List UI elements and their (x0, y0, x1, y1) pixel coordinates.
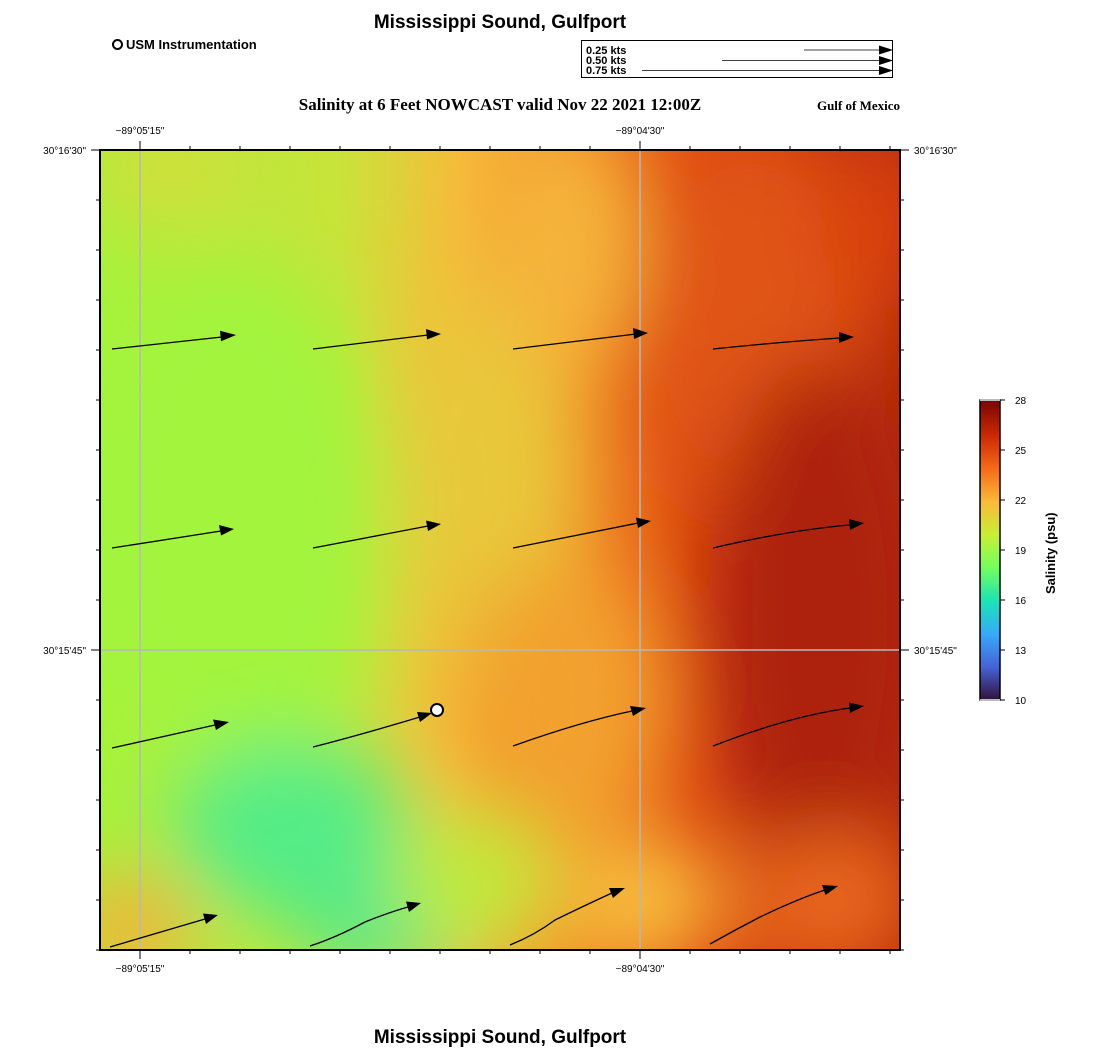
current-vector (509, 892, 613, 946)
current-vector (512, 333, 637, 350)
arrow-icon (609, 888, 625, 898)
lon-labels-bottom: −89°05'15" −89°04'30" (116, 964, 665, 975)
lon-tick-label: −89°04'30" (616, 126, 665, 137)
lon-tick-label: −89°05'15" (116, 964, 165, 975)
colorbar-tick-label: 16 (1015, 596, 1027, 607)
colorbar-tick-label: 22 (1015, 496, 1027, 507)
lat-tick-label: 30°16'30" (914, 146, 957, 157)
current-vector (111, 724, 216, 749)
station-legend: USM Instrumentation (112, 37, 257, 52)
arrow-icon (879, 56, 893, 65)
current-vector (312, 716, 421, 748)
arrow-icon (219, 525, 234, 536)
colorbar-scale (979, 399, 1001, 701)
current-vectors (109, 333, 851, 948)
lat-tick-label: 30°16'30" (43, 146, 86, 157)
current-vector (312, 334, 429, 350)
lat-tick-label: 30°15'45" (43, 646, 86, 657)
lon-labels-top: −89°05'15" −89°04'30" (116, 126, 665, 137)
footer-title: Mississippi Sound, Gulfport (373, 1027, 627, 1048)
arrow-icon (417, 712, 432, 722)
lat-tick-label: 30°15'45" (914, 646, 957, 657)
map-subtitle: Salinity at 6 Feet NOWCAST valid Nov 22 … (298, 95, 702, 114)
graticule (100, 150, 900, 950)
arrow-icon (220, 330, 236, 342)
current-vector (109, 918, 206, 948)
current-vector (512, 710, 633, 747)
vector-legend-label: 0.25 kts (586, 45, 627, 57)
arrow-icon (849, 519, 864, 530)
colorbar-label: Salinity (psu) (1043, 512, 1058, 594)
arrow-icon (636, 517, 651, 528)
station-legend-label: USM Instrumentation (126, 37, 257, 52)
region-label: Gulf of Mexico (816, 98, 900, 113)
lon-tick-label: −89°04'30" (616, 964, 665, 975)
station-marker-icon[interactable] (430, 703, 444, 717)
salinity-field (100, 150, 900, 950)
arrow-icon (879, 45, 893, 55)
arrow-icon (426, 329, 441, 340)
colorbar-tick-label: 28 (1015, 396, 1027, 407)
arrow-icon (633, 328, 648, 339)
arrow-icon (839, 332, 854, 343)
vector-legend-label: 0.75 kts (586, 65, 627, 77)
colorbar-tick-label: 25 (1015, 446, 1027, 457)
current-vector (312, 525, 429, 549)
arrow-icon (822, 885, 838, 895)
current-vector (512, 522, 639, 549)
vector-legend-label: 0.50 kts (586, 55, 627, 67)
arrow-icon (406, 901, 421, 912)
arrow-icon (879, 66, 893, 75)
map-title: Mississippi Sound, Gulfport (373, 12, 627, 33)
frame-ticks (91, 141, 909, 959)
arrow-icon (426, 520, 441, 531)
current-vector (111, 336, 223, 350)
station-marker-icon (112, 39, 123, 50)
current-vector (309, 906, 409, 947)
arrow-icon (630, 706, 646, 716)
colorbar-tick-label: 19 (1015, 546, 1027, 557)
lat-labels-left: 30°16'30" 30°15'45" (43, 146, 86, 657)
vector-heads (203, 328, 864, 924)
current-vector (111, 530, 222, 549)
vector-scale-legend: 0.25 kts 0.50 kts 0.75 kts (581, 40, 893, 78)
arrow-icon (203, 913, 218, 924)
vector-legend-arrows (642, 45, 893, 75)
current-vector (712, 524, 851, 549)
arrow-icon (849, 702, 864, 713)
current-vector (709, 889, 826, 945)
colorbar-tick-label: 13 (1015, 646, 1027, 657)
colorbar-tick-label: 10 (1015, 696, 1027, 707)
colorbar: 28 25 22 19 16 13 10 (979, 396, 1027, 707)
lon-tick-label: −89°05'15" (116, 126, 165, 137)
arrow-icon (213, 719, 229, 730)
lat-labels-right: 30°16'30" 30°15'45" (914, 146, 957, 657)
current-vector (712, 707, 851, 747)
current-vector (712, 337, 841, 350)
